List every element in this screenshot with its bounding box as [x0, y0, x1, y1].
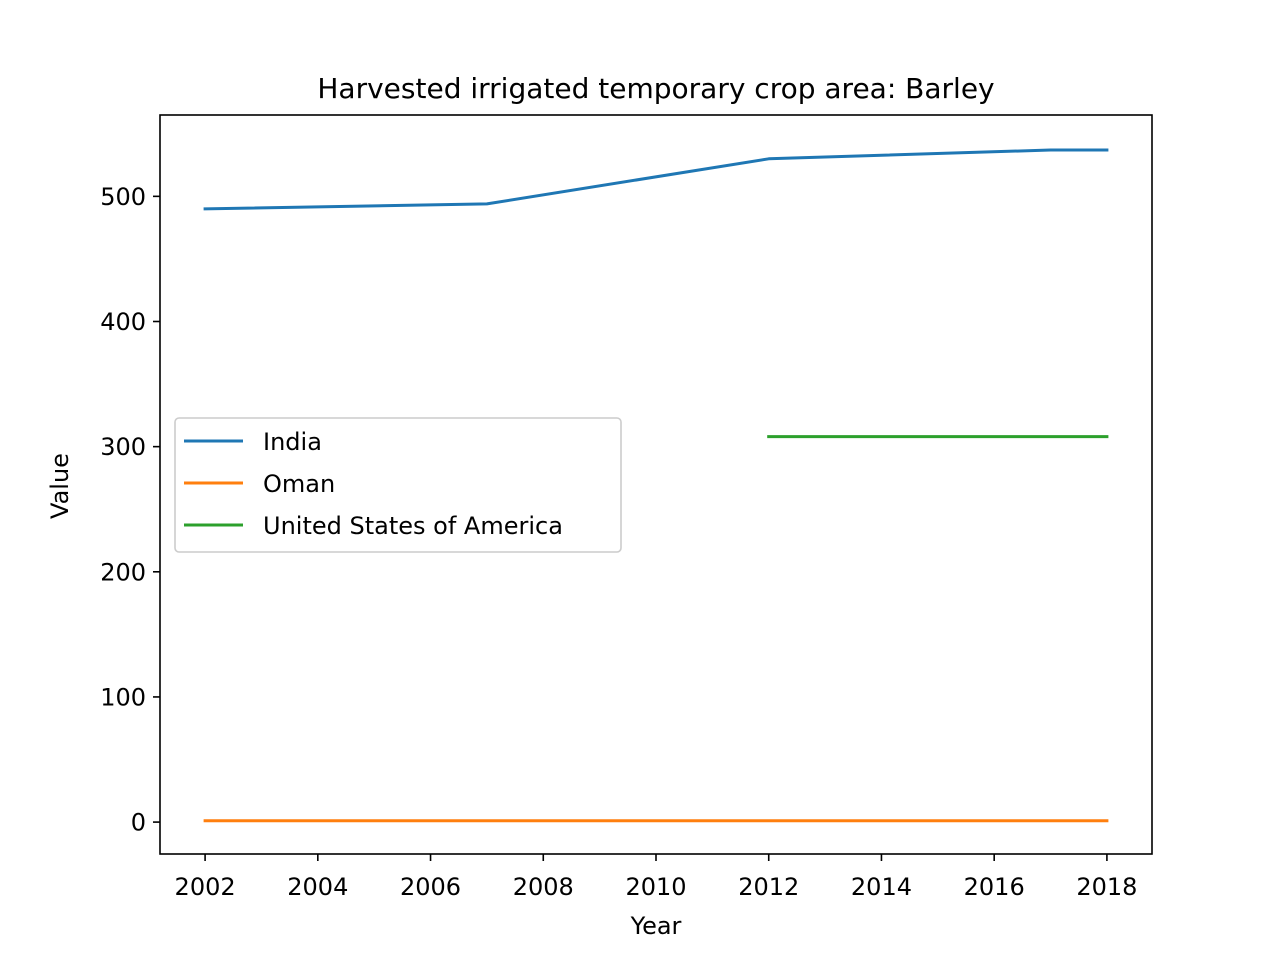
y-tick-label: 200 — [100, 558, 146, 586]
legend-box — [174, 417, 622, 553]
x-tick-label: 2012 — [738, 873, 799, 901]
legend-label-0: India — [263, 428, 322, 456]
legend: India Oman United States of America — [174, 417, 622, 553]
x-tick-label: 2004 — [287, 873, 348, 901]
x-tick-label: 2006 — [400, 873, 461, 901]
y-tick-label: 0 — [131, 809, 146, 837]
y-tick-label: 400 — [100, 308, 146, 336]
plot-area — [159, 114, 1153, 855]
legend-label-2: United States of America — [263, 512, 563, 540]
x-tick-label: 2018 — [1076, 873, 1137, 901]
legend-label-1: Oman — [263, 470, 335, 498]
x-tick-label: 2008 — [513, 873, 574, 901]
x-tick-label: 2010 — [625, 873, 686, 901]
x-axis-label: Year — [630, 912, 682, 940]
series-line-0 — [203, 148, 1109, 211]
chart-title: Harvested irrigated temporary crop area:… — [317, 72, 994, 105]
x-tick-label: 2016 — [964, 873, 1025, 901]
y-axis-label: Value — [46, 453, 74, 519]
y-tick-label: 100 — [100, 683, 146, 711]
y-tick-label: 300 — [100, 433, 146, 461]
y-tick-label: 500 — [100, 183, 146, 211]
x-tick-label: 2014 — [851, 873, 912, 901]
x-tick-label: 2002 — [175, 873, 236, 901]
axis-ticks: 2002 2004 2006 2008 2010 2012 2014 2016 2018 0 100… — [100, 183, 1137, 901]
